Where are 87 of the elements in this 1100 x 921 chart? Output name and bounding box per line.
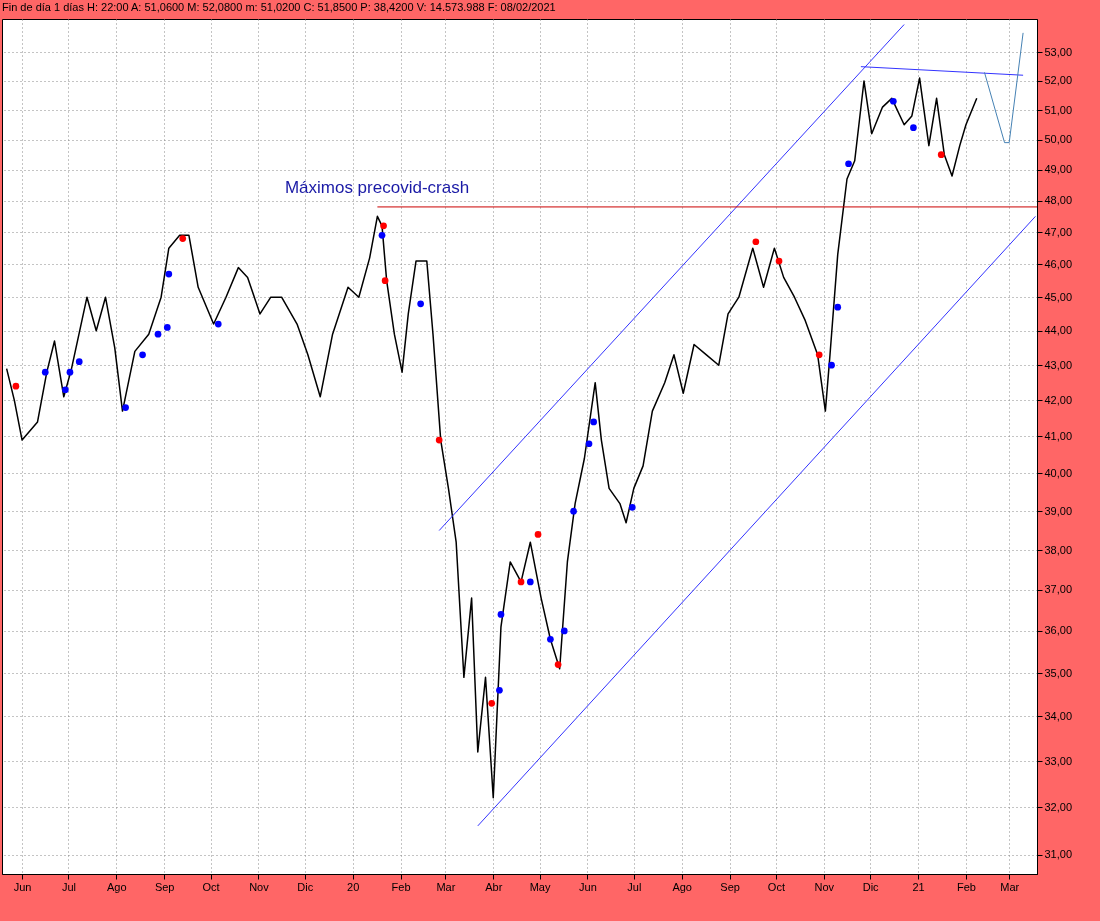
point (61, 386, 69, 394)
point (214, 320, 222, 328)
y-tick-label: 43,00 (1044, 358, 1073, 371)
y-tick-label: 46,00 (1044, 257, 1073, 270)
point (752, 238, 760, 246)
point (165, 270, 173, 278)
x-tick-label: 21 (912, 880, 925, 893)
x-tick-label: Dic (862, 880, 880, 893)
x-tick-label: Oct (767, 880, 785, 893)
point (526, 578, 534, 586)
point (628, 504, 636, 511)
point (834, 303, 842, 311)
y-tick-label: 39,00 (1044, 504, 1073, 517)
x-tick-label: Sep (720, 880, 740, 893)
y-tick-label: 48,00 (1044, 194, 1073, 207)
x-tick-label: Ago (672, 880, 692, 893)
point (534, 531, 542, 538)
point (889, 97, 897, 105)
point (815, 351, 823, 359)
y-tick-label: 35,00 (1044, 666, 1073, 679)
point (12, 382, 20, 390)
x-tick-label: Jun (579, 880, 597, 893)
x-tick-label: Jul (627, 880, 642, 893)
y-tick-label: 44,00 (1044, 324, 1073, 337)
x-tick-label: Mar (1000, 880, 1020, 893)
y-tick-label: 41,00 (1044, 429, 1073, 442)
x-tick-label: Nov (814, 880, 835, 893)
point (41, 368, 49, 376)
x-tick-label: Jun (13, 880, 32, 893)
y-tick-label: 49,00 (1044, 163, 1073, 176)
x-tick-label: Abr (485, 880, 503, 893)
point (179, 235, 187, 242)
y-tick-label: 45,00 (1044, 290, 1073, 303)
x-tick-label: Oct (202, 880, 220, 893)
point (139, 351, 146, 359)
x-tick-label: Feb (956, 880, 976, 893)
y-tick-label: 53,00 (1044, 45, 1073, 58)
y-tick-label: 33,00 (1044, 754, 1073, 767)
y-tick-label: 32,00 (1044, 800, 1073, 813)
point (154, 330, 162, 338)
x-tick-label: Jul (61, 880, 76, 893)
y-tick-label: 52,00 (1044, 74, 1073, 87)
point (496, 686, 503, 694)
y-tick-label: 50,00 (1044, 133, 1073, 146)
y-tick-label: 40,00 (1044, 466, 1073, 479)
point (381, 277, 389, 285)
y-tick-label: 31,00 (1044, 848, 1073, 861)
y-tick-label: 36,00 (1044, 624, 1073, 637)
point (497, 611, 505, 618)
x-tick-label: Mar (436, 880, 456, 893)
point (585, 440, 593, 448)
x-tick-label: Nov (249, 880, 270, 893)
y-tick-label: 38,00 (1044, 543, 1073, 556)
y-tick-label: 37,00 (1044, 583, 1073, 596)
point (75, 358, 83, 366)
point (517, 578, 525, 586)
point (378, 232, 386, 239)
point (845, 160, 852, 168)
point (417, 300, 424, 308)
line-series (5, 77, 978, 799)
x-tick-label: Feb (391, 880, 411, 893)
chart-title: Fin de día 1 días H: 22:00 A: 51,0600 M: 52,0800 m: 51,0200 C: 51,8500 P: 38,4200 V: 14.573.988 F: 08/02/2021 (2, 1, 556, 13)
point (380, 222, 387, 230)
point (560, 627, 568, 635)
y-tick-label: 47,00 (1044, 225, 1073, 238)
y-tick-label: 51,00 (1044, 103, 1073, 116)
point (163, 324, 171, 331)
point (547, 635, 554, 643)
point (122, 404, 129, 411)
point (937, 151, 945, 159)
point (910, 124, 917, 132)
point (488, 699, 496, 707)
point (554, 661, 562, 668)
x-tick-label: Dic (297, 880, 314, 893)
annotation: Máximos precovid-crash (284, 178, 470, 197)
point (590, 418, 597, 426)
point (570, 507, 577, 515)
point (775, 257, 783, 265)
y-tick-label: 34,00 (1044, 709, 1073, 722)
x-tick-label: May (529, 880, 551, 893)
point (66, 368, 74, 376)
y-tick-label: 42,00 (1044, 393, 1073, 406)
point (435, 436, 443, 444)
x-tick-label: Ago (107, 880, 127, 893)
x-tick-label: Sep (154, 880, 175, 893)
x-tick-label: 20 (347, 880, 360, 893)
point (828, 361, 835, 369)
